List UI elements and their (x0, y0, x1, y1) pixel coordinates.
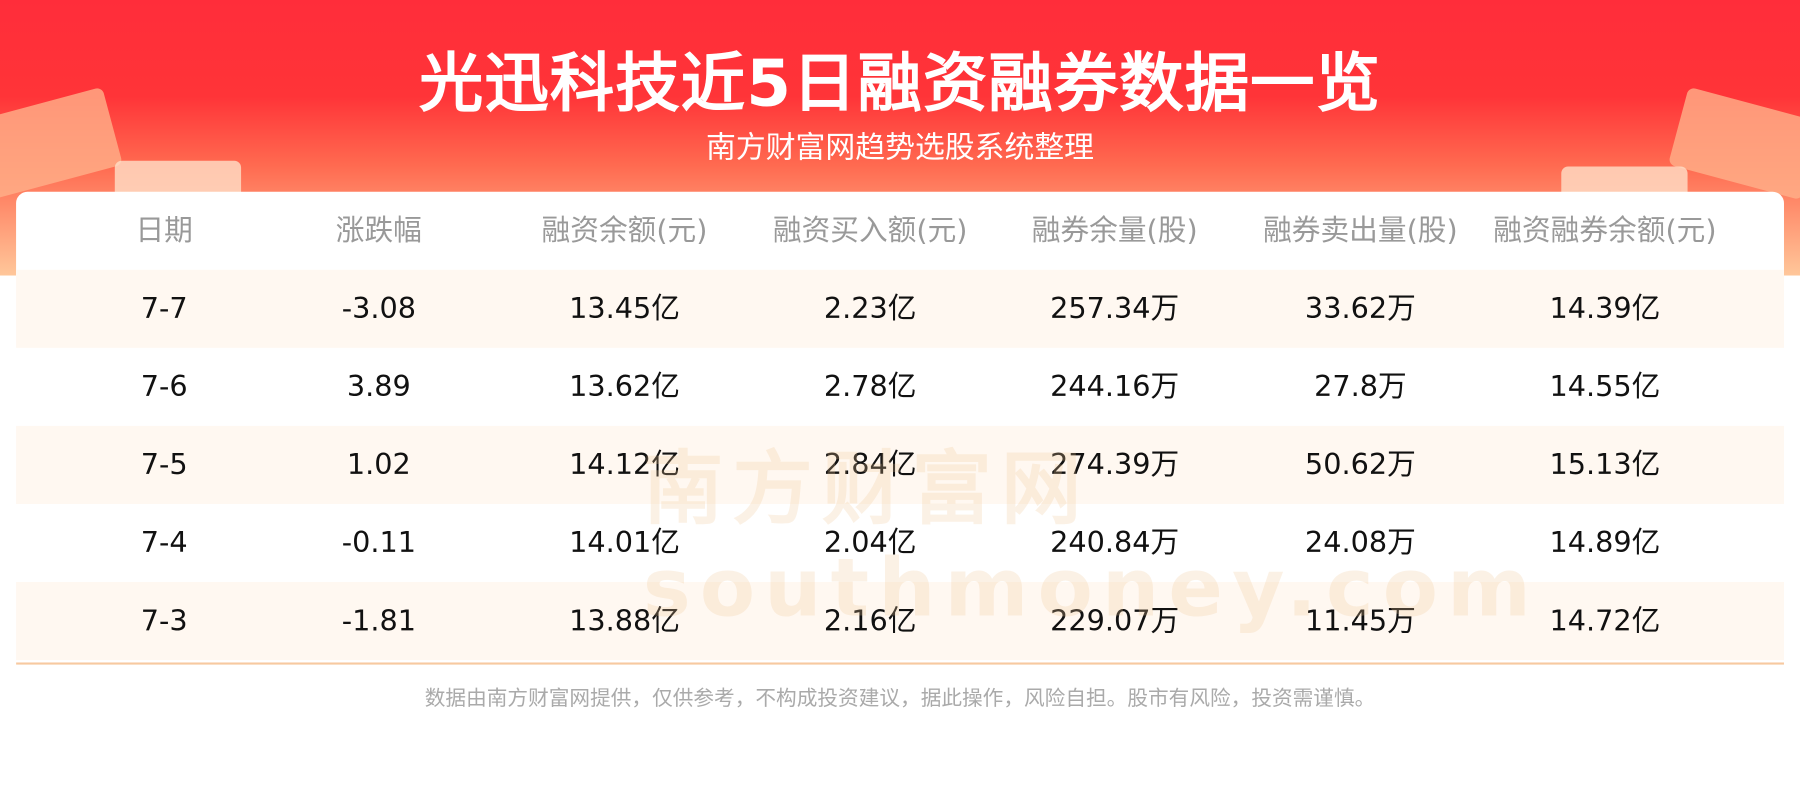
table-cell: 2.16亿 (823, 603, 917, 638)
table-cell: 1.02 (346, 447, 411, 482)
table-cell: 2.84亿 (823, 447, 917, 482)
column-header: 日期 (135, 213, 193, 247)
table-cell: 14.12亿 (569, 447, 680, 482)
table-cell: 240.84万 (1050, 525, 1180, 560)
table-cell: 274.39万 (1050, 447, 1180, 482)
table-row: 7-3 -1.81 13.88亿 2.16亿 229.07万 11.45万 14.72亿 (16, 582, 1784, 661)
table-cell: 3.89 (346, 369, 411, 403)
table-cell: 14.01亿 (569, 525, 680, 560)
table-cell: 50.62万 (1304, 447, 1416, 482)
table-cell: 13.62亿 (569, 369, 680, 403)
table-cell: 7-4 (140, 525, 188, 560)
table-cell: -3.08 (341, 291, 416, 325)
table-header: 日期 涨跌幅 融资余额(元) 融资买入额(元) 融券余量(股) 融券卖出量(股) 融资融券余… (16, 192, 1784, 270)
table-cell: 7-3 (140, 603, 188, 638)
table-cell: 11.45万 (1304, 603, 1416, 638)
table-cell: 24.08万 (1304, 525, 1416, 560)
column-header: 融券卖出量(股) (1263, 213, 1458, 247)
table-cell: 33.62万 (1304, 291, 1416, 325)
table-cell: 2.04亿 (823, 525, 917, 560)
table-cell: 257.34万 (1050, 291, 1180, 325)
column-header: 涨跌幅 (335, 213, 422, 247)
table-cell: -0.11 (341, 525, 416, 560)
table-cell: 229.07万 (1050, 603, 1180, 638)
column-header: 融资融券余额(元) (1493, 213, 1717, 247)
data-table: 日期 涨跌幅 融资余额(元) 融资买入额(元) 融券余量(股) 融券卖出量(股) 融资融券余… (16, 191, 1784, 665)
table-cell: 14.72亿 (1549, 603, 1661, 638)
table-row: 7-7 -3.08 13.45亿 2.23亿 257.34万 33.62万 14.39亿 (16, 269, 1784, 348)
table-cell: 7-7 (140, 291, 188, 325)
table-cell: 14.55亿 (1549, 369, 1661, 403)
table-cell: 244.16万 (1050, 369, 1180, 403)
column-header: 融券余量(股) (1031, 213, 1198, 247)
table-cell: 2.78亿 (823, 369, 917, 403)
disclaimer: 数据由南方财富网提供，仅供参考，不构成投资建议，据此操作，风险自担。股市有风险，… (424, 686, 1376, 711)
table-cell: 7-5 (140, 447, 188, 482)
table-row: 7-6 3.89 13.62亿 2.78亿 244.16万 27.8万 14.55亿 (16, 348, 1784, 426)
table-row: 7-5 1.02 14.12亿 2.84亿 274.39万 50.62万 15.13亿 (16, 425, 1784, 504)
table-cell: 7-6 (140, 369, 188, 403)
table-cell: 15.13亿 (1549, 447, 1661, 482)
table-cell: 27.8万 (1314, 369, 1407, 403)
table-cell: 14.39亿 (1549, 291, 1661, 325)
table-cell: 13.45亿 (569, 291, 680, 325)
table-cell: -1.81 (341, 603, 416, 638)
column-header: 融资买入额(元) (772, 213, 968, 247)
table-row: 7-4 -0.11 14.01亿 2.04亿 240.84万 24.08万 14.89亿 (16, 504, 1784, 582)
table-cell: 14.89亿 (1549, 525, 1661, 560)
page-subtitle: 南方财富网趋势选股系统整理 (706, 130, 1095, 166)
table-cell: 13.88亿 (569, 603, 680, 638)
table-cell: 2.23亿 (823, 291, 917, 325)
page-title: 光迅科技近5日融资融券数据一览 (419, 47, 1382, 122)
watermark: 南方财富网 southmoney.com (642, 441, 1541, 635)
column-header: 融资余额(元) (541, 213, 708, 247)
